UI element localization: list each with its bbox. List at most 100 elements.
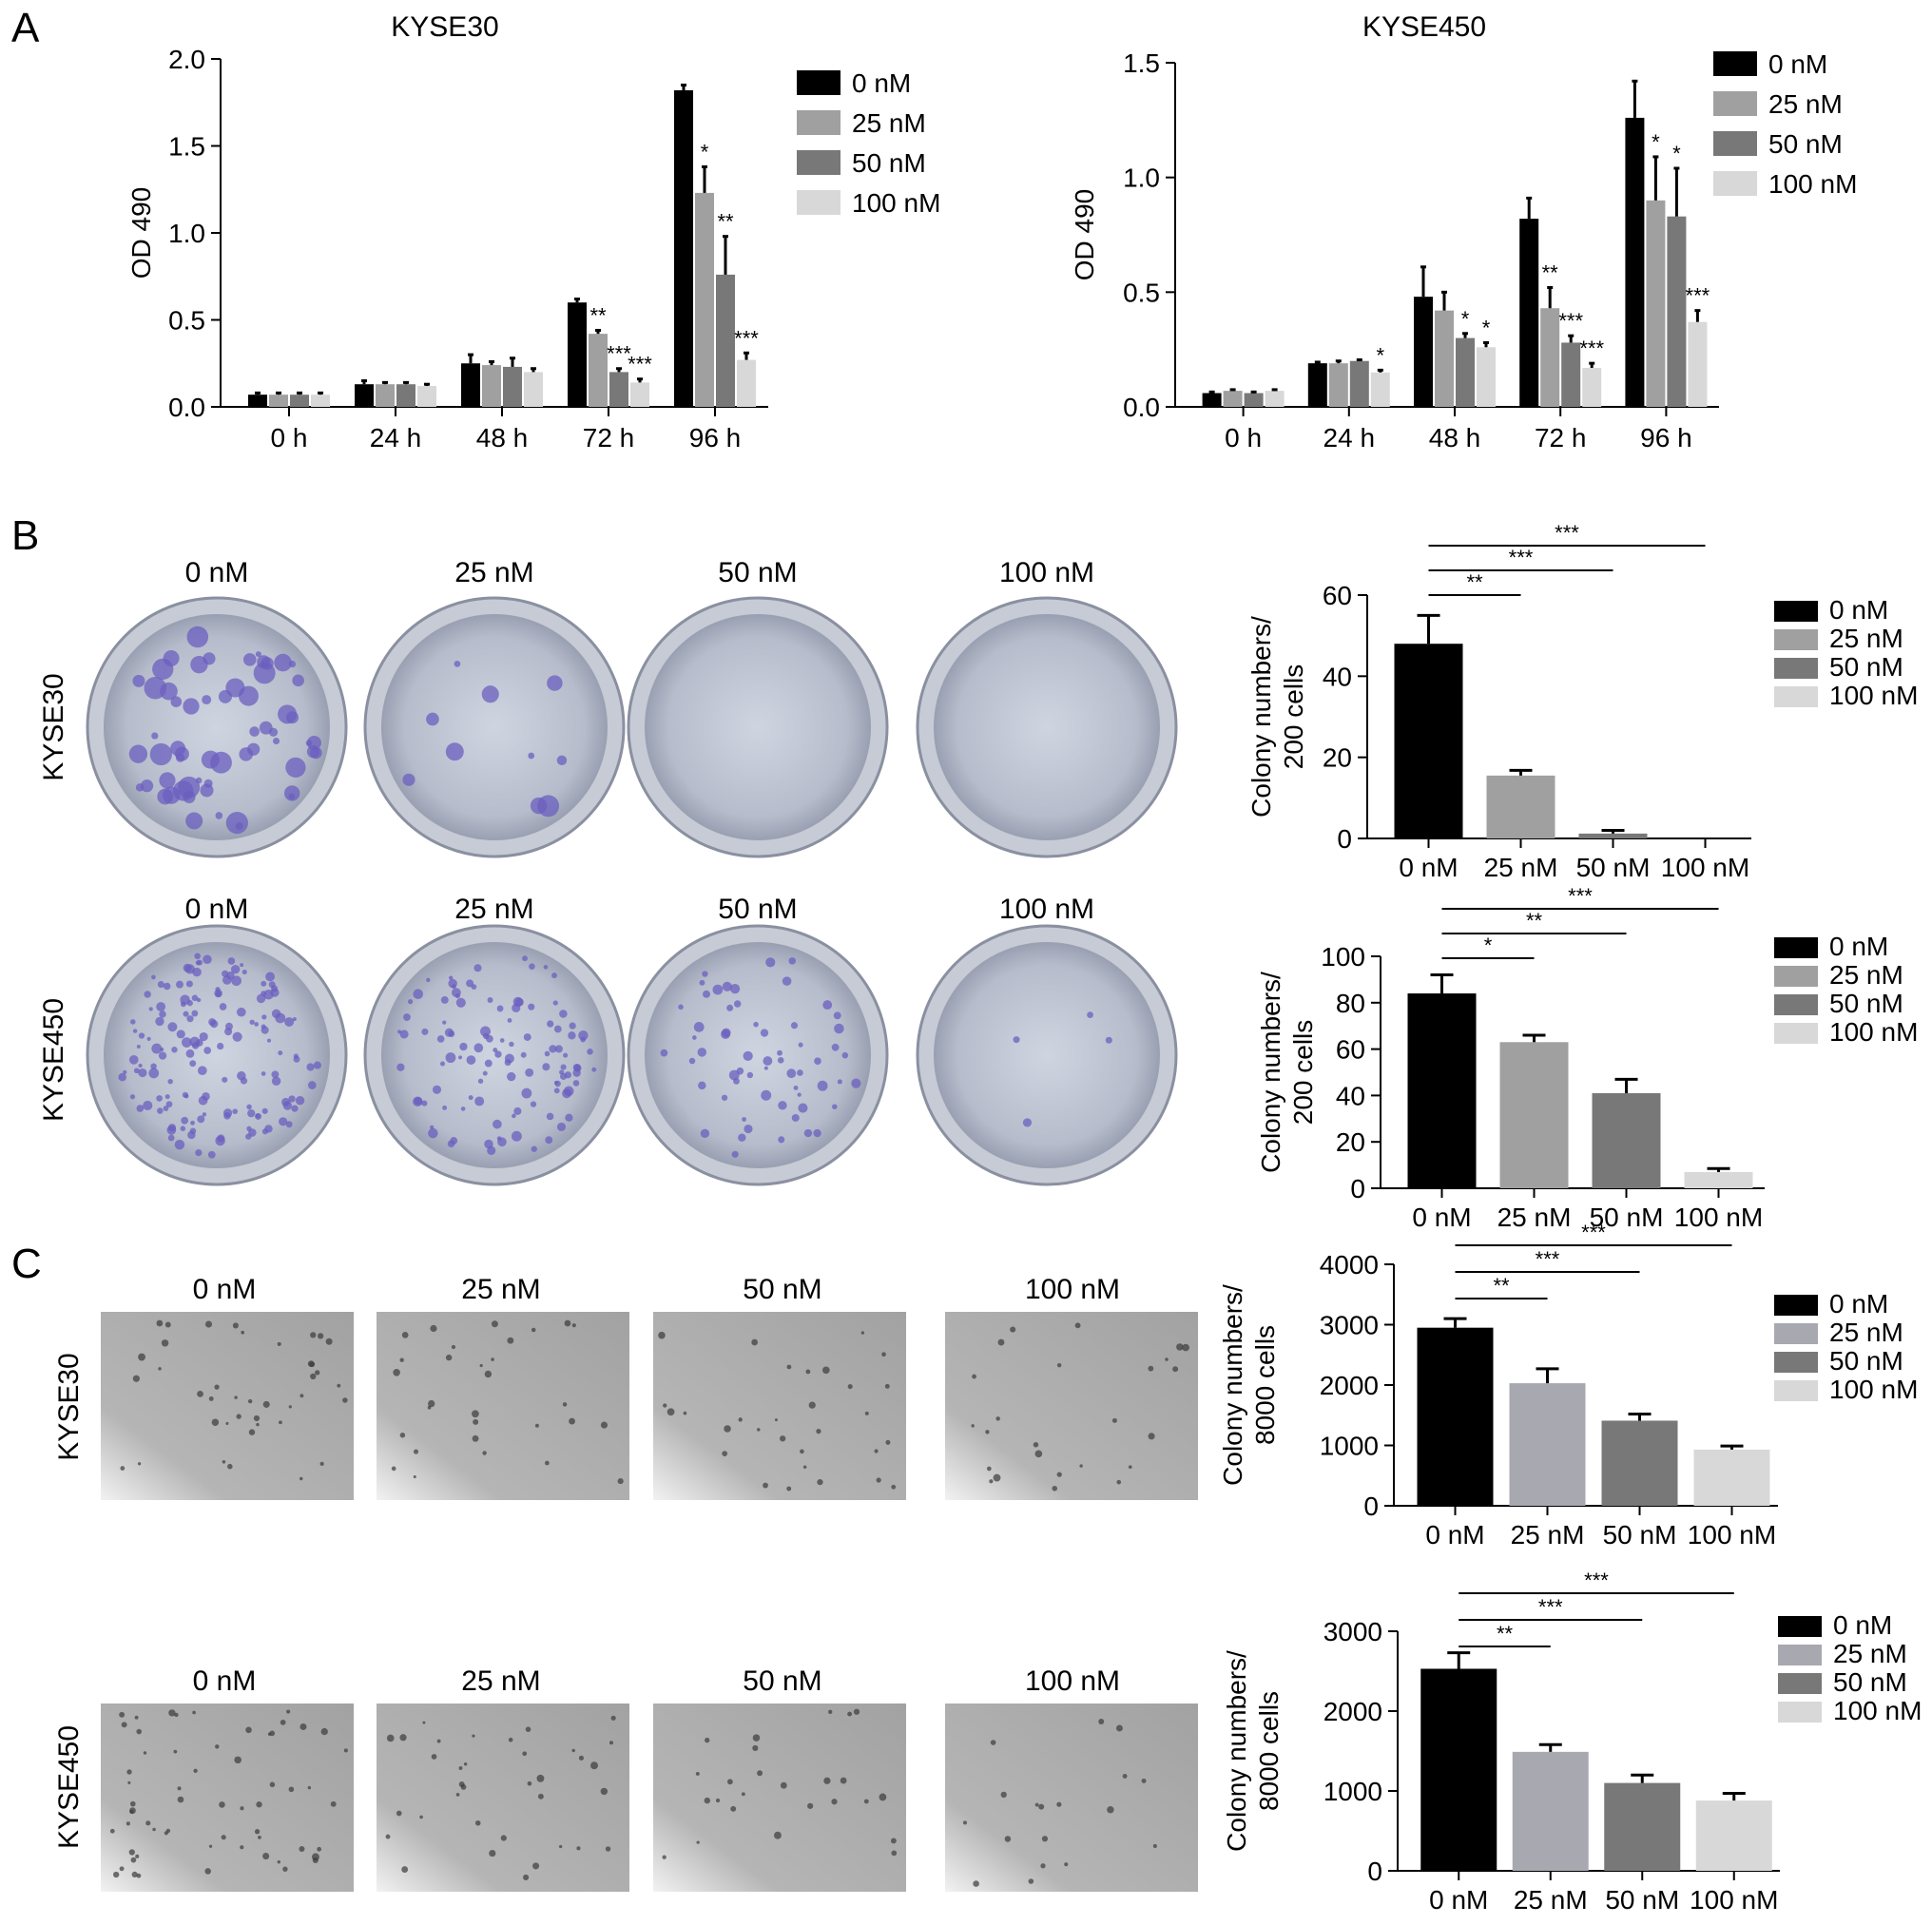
legend-label-25-nm: 25 nM [1829,1318,1903,1347]
colony-dot [306,1063,315,1071]
legend-label-100-nm: 100 nM [1833,1696,1922,1725]
colony-dot [473,1043,484,1053]
colony-dot [600,1787,609,1796]
colony-dot [393,1368,400,1376]
colony-dot [1056,1362,1062,1368]
colony-dot [271,1076,281,1086]
bar-0-nm-48-h [1414,297,1433,407]
col-label-50nm-b2: 50 nM [718,894,797,925]
colony-dot [119,1866,125,1872]
colony-dot [814,1057,821,1065]
col-label-0nm-b1: 0 nM [185,557,249,588]
colony-dot [605,1846,611,1852]
bar-100-nm-0-h [311,395,330,407]
colony-dot [698,1081,706,1090]
bar-50-nm-96-h [1667,216,1687,407]
colony-dot [537,1793,544,1800]
colony-dot [569,1022,576,1030]
colony-dot [160,1047,164,1052]
colony-dot [528,1003,535,1011]
colony-dot [496,1005,504,1012]
culture-plate-well [645,614,871,840]
legend-label-50-nm: 50 nM [1829,989,1903,1018]
colony-dot [176,1030,185,1039]
colony-dot [800,1449,804,1454]
colony-dot [176,980,184,989]
culture-plate-well [381,614,608,840]
legend-swatch-25-nm [1778,1645,1822,1665]
legend-label-0-nm: 0 nM [1829,932,1888,961]
colony-dot [234,1756,242,1764]
colony-dot [813,1128,821,1138]
culture-plate-well [645,942,871,1168]
colony-dot [256,1801,262,1808]
x-tick-label-48-h: 48 h [476,423,529,452]
colony-dot [1152,1843,1157,1849]
y-tick-label-1-5: 1.5 [1123,48,1160,78]
colony-dot [559,1844,563,1849]
col-label-100nm-b1: 100 nM [999,557,1094,588]
colony-dot [282,1101,293,1110]
legend-swatch-50-nm [1774,994,1818,1015]
colony-dot [697,1048,707,1057]
colony-dot [445,1354,453,1361]
colony-dot [121,1722,127,1728]
colony-dot [879,1793,887,1801]
colony-dot [295,1096,305,1106]
colony-dot [484,1139,493,1149]
colony-dot [164,1094,170,1100]
colony-dot [523,1033,531,1041]
colony-dot [185,1049,195,1058]
colony-dot [242,653,257,666]
significance-marker: * [1652,130,1660,154]
colony-dot [201,750,220,769]
colony-dot [191,1010,199,1017]
bar-0-nm-72-h [1519,219,1539,407]
bar-25-nm [1509,1383,1586,1506]
colony-dot [822,1366,830,1375]
colony-dot [973,1880,979,1887]
colony-dot [851,1078,861,1088]
colony-dot [399,1030,409,1039]
colony-dot [285,711,299,724]
colony-dot [431,1754,437,1760]
colony-dot [480,1026,492,1037]
chart-kyse30-od490: 0.0 0.5 1.0 1.5 2.0 OD 490 KYSE30 0 h 24 h 48 h 72… [126,11,940,452]
colony-dot [527,1781,532,1786]
colony-dot [299,1723,307,1730]
colony-dot [286,1709,291,1714]
colony-dot [1116,1479,1122,1485]
legend-swatch-0-nm [1713,51,1757,76]
colony-dot [185,980,193,988]
colony-dot [249,726,260,737]
significance-marker: *** [628,353,652,376]
colony-dot [413,989,423,1000]
colony-dot [232,1108,239,1114]
colony-dot [151,974,156,980]
chart-kyse450-od490: 0.0 0.5 1.0 1.5 OD 490 KYSE450 0 h 24 h 48 h 72 h… [1070,11,1857,452]
colony-dot [736,1067,744,1075]
colony-dot [190,1120,195,1126]
colony-dot [413,1474,416,1479]
bar-100-nm [1693,1449,1770,1506]
colony-dot [473,1418,479,1425]
colony-dot [222,1108,233,1118]
panel-letter-a: A [11,5,40,51]
colony-dot [881,1352,886,1357]
colony-dot [531,1145,537,1152]
colony-dot [330,1800,337,1807]
colony-dot [152,1827,156,1832]
colony-dot [288,1786,295,1793]
significance-marker: *** [1568,884,1593,908]
colony-dot [225,811,248,835]
colony-dot [578,1755,585,1761]
colony-dot [247,1108,256,1118]
colony-dot [491,1320,498,1328]
colony-dot [460,1784,467,1790]
colony-dot [158,1051,167,1060]
bar-100-nm-72-h [1582,367,1602,407]
colony-dot [1141,1778,1147,1783]
colony-dot [168,1709,176,1717]
colony-dot [569,1417,575,1425]
x-tick-label-25-nm: 25 nM [1484,853,1558,882]
